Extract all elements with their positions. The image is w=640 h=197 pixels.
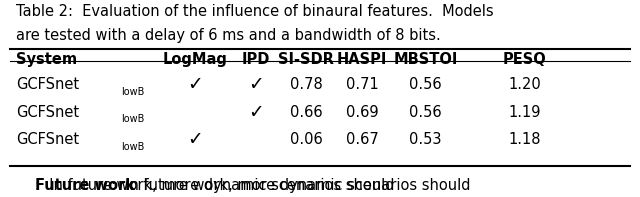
Text: System: System (16, 52, 77, 67)
Text: 0.53: 0.53 (410, 132, 442, 147)
Text: lowB: lowB (122, 142, 145, 152)
Text: are tested with a delay of 6 ms and a bandwidth of 8 bits.: are tested with a delay of 6 ms and a ba… (16, 28, 441, 43)
Text: 1.20: 1.20 (508, 77, 541, 92)
Text: HASPI: HASPI (337, 52, 387, 67)
Text: 1.18: 1.18 (509, 132, 541, 147)
Text: Future work: Future work (35, 178, 135, 193)
Text: 0.71: 0.71 (346, 77, 379, 92)
Text: 0.67: 0.67 (346, 132, 379, 147)
Text: GCFSnet: GCFSnet (16, 77, 79, 92)
Text: ✓: ✓ (248, 103, 264, 122)
Text: lowB: lowB (122, 87, 145, 97)
Text: 0.78: 0.78 (289, 77, 323, 92)
Text: lowB: lowB (122, 114, 145, 124)
Text: SI-SDR: SI-SDR (278, 52, 334, 67)
Text: 0.56: 0.56 (410, 77, 442, 92)
Text: ✓: ✓ (248, 75, 264, 94)
Text: Table 2:  Evaluation of the influence of binaural features.  Models: Table 2: Evaluation of the influence of … (16, 4, 493, 19)
Text: :  In future work, more dynamic scenarios should: : In future work, more dynamic scenarios… (35, 178, 395, 193)
Text: MBSTOI: MBSTOI (394, 52, 458, 67)
Text: 1.19: 1.19 (509, 105, 541, 120)
Text: GCFSnet: GCFSnet (16, 105, 79, 120)
Text: 0.06: 0.06 (289, 132, 323, 147)
Text: 0.56: 0.56 (410, 105, 442, 120)
Text: GCFSnet: GCFSnet (16, 132, 79, 147)
Text: LogMag: LogMag (163, 52, 228, 67)
Text: 0.66: 0.66 (290, 105, 322, 120)
Text: ✓: ✓ (188, 75, 203, 94)
Text: PESQ: PESQ (503, 52, 547, 67)
Text: IPD: IPD (242, 52, 270, 67)
Text: ✓: ✓ (188, 130, 203, 149)
Text: 0.69: 0.69 (346, 105, 378, 120)
Text: :  In future work, more dynamic scenarios should: : In future work, more dynamic scenarios… (111, 178, 470, 193)
